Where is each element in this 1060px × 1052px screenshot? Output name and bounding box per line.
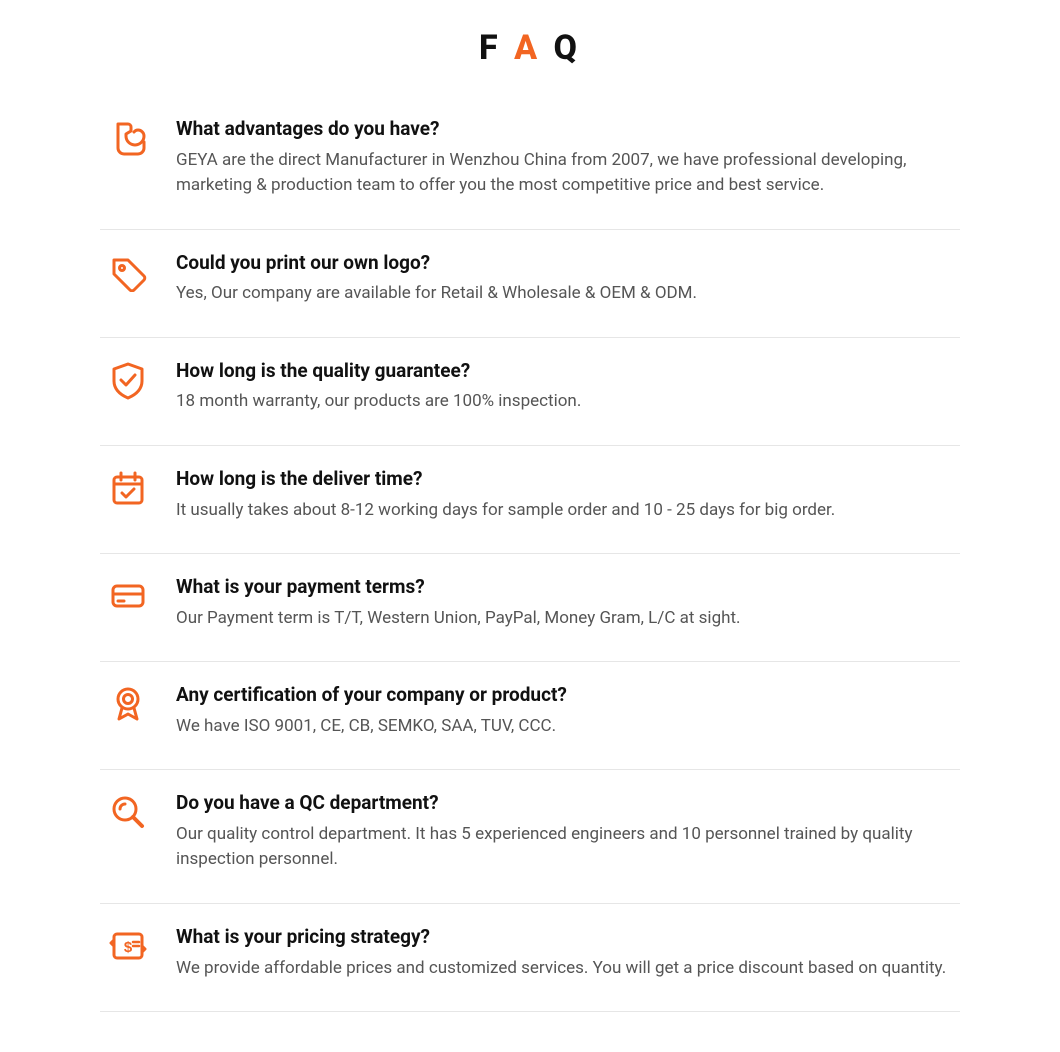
faq-title: F A Q [100,28,960,68]
faq-body: Could you print our own logo? Yes, Our c… [176,250,960,307]
credit-card-icon [100,574,176,616]
faq-item: How long is the quality guarantee? 18 mo… [100,338,960,446]
faq-answer: It usually takes about 8-12 working days… [176,498,960,524]
faq-question: How long is the deliver time? [176,466,960,492]
faq-item: Any certification of your company or pro… [100,662,960,770]
faq-question: Any certification of your company or pro… [176,682,960,708]
faq-title-mid: A [514,28,541,68]
faq-question: What is your pricing strategy? [176,924,960,950]
faq-question: What is your payment terms? [176,574,960,600]
faq-body: What advantages do you have? GEYA are th… [176,116,960,199]
magnifier-icon [100,790,176,832]
faq-item: Could you print our own logo? Yes, Our c… [100,230,960,338]
faq-body: What is your payment terms? Our Payment … [176,574,960,631]
faq-item: Do you have a QC department? Our quality… [100,770,960,904]
faq-answer: We have ISO 9001, CE, CB, SEMKO, SAA, TU… [176,714,960,740]
faq-answer: We provide affordable prices and customi… [176,956,960,982]
faq-item: How long is the deliver time? It usually… [100,446,960,554]
faq-question: How long is the quality guarantee? [176,358,960,384]
calendar-check-icon [100,466,176,508]
faq-body: Any certification of your company or pro… [176,682,960,739]
faq-question: Do you have a QC department? [176,790,960,816]
award-badge-icon [100,682,176,724]
faq-item: What advantages do you have? GEYA are th… [100,96,960,230]
faq-section: F A Q What advantages do you have? GEYA … [0,0,1060,1052]
faq-body: What is your pricing strategy? We provid… [176,924,960,981]
faq-answer: Our Payment term is T/T, Western Union, … [176,606,960,632]
tag-icon [100,250,176,292]
faq-body: How long is the deliver time? It usually… [176,466,960,523]
faq-item: What is your pricing strategy? We provid… [100,904,960,1012]
faq-question: What advantages do you have? [176,116,960,142]
faq-list: What advantages do you have? GEYA are th… [100,96,960,1012]
faq-title-right: Q [554,28,581,68]
price-tag-dollar-icon [100,924,176,966]
faq-answer: GEYA are the direct Manufacturer in Wenz… [176,148,960,199]
shield-check-icon [100,358,176,400]
faq-answer: 18 month warranty, our products are 100%… [176,389,960,415]
muscle-icon [100,116,176,158]
faq-item: What is your payment terms? Our Payment … [100,554,960,662]
faq-answer: Yes, Our company are available for Retai… [176,281,960,307]
faq-title-left: F [479,28,502,68]
faq-answer: Our quality control department. It has 5… [176,822,960,873]
faq-body: Do you have a QC department? Our quality… [176,790,960,873]
faq-body: How long is the quality guarantee? 18 mo… [176,358,960,415]
faq-question: Could you print our own logo? [176,250,960,276]
